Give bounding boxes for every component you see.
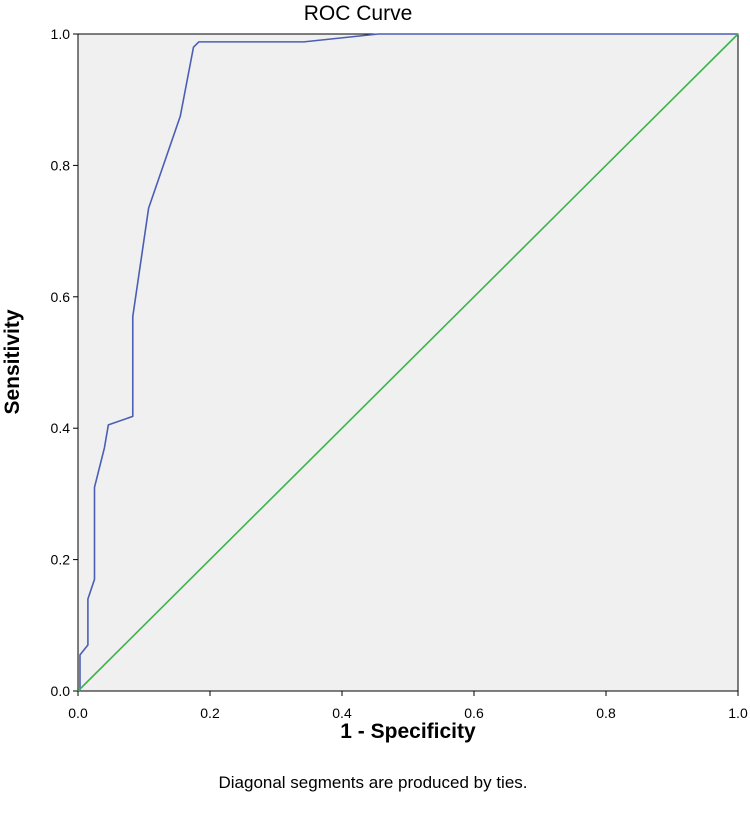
series-layer <box>77 33 739 692</box>
x-tick-label: 0.4 <box>332 705 352 721</box>
y-tick-label: 0.8 <box>51 157 71 173</box>
x-axis-label: 1 - Specificity <box>340 720 476 743</box>
y-tick-label: 1.0 <box>51 26 71 42</box>
x-tick-label: 1.0 <box>728 705 748 721</box>
x-tick-label: 0.2 <box>200 705 220 721</box>
chart-title: ROC Curve <box>304 2 413 25</box>
x-tick-label: 0.0 <box>68 705 88 721</box>
y-tick-label: 0.4 <box>51 420 71 436</box>
x-tick-label: 0.8 <box>596 705 616 721</box>
y-tick-label: 0.0 <box>51 683 71 699</box>
y-tick-label: 0.6 <box>51 289 71 305</box>
reference-diagonal-line <box>77 33 739 692</box>
y-axis: 0.0 0.2 0.4 0.6 0.8 1.0 <box>51 26 78 699</box>
roc-curve-line <box>78 33 738 692</box>
chart-footnote: Diagonal segments are produced by ties. <box>218 773 527 792</box>
y-tick-label: 0.2 <box>51 552 71 568</box>
x-tick-label: 0.6 <box>464 705 484 721</box>
y-axis-label: Sensitivity <box>1 309 24 414</box>
x-axis: 0.0 0.2 0.4 0.6 0.8 1.0 <box>68 691 748 721</box>
